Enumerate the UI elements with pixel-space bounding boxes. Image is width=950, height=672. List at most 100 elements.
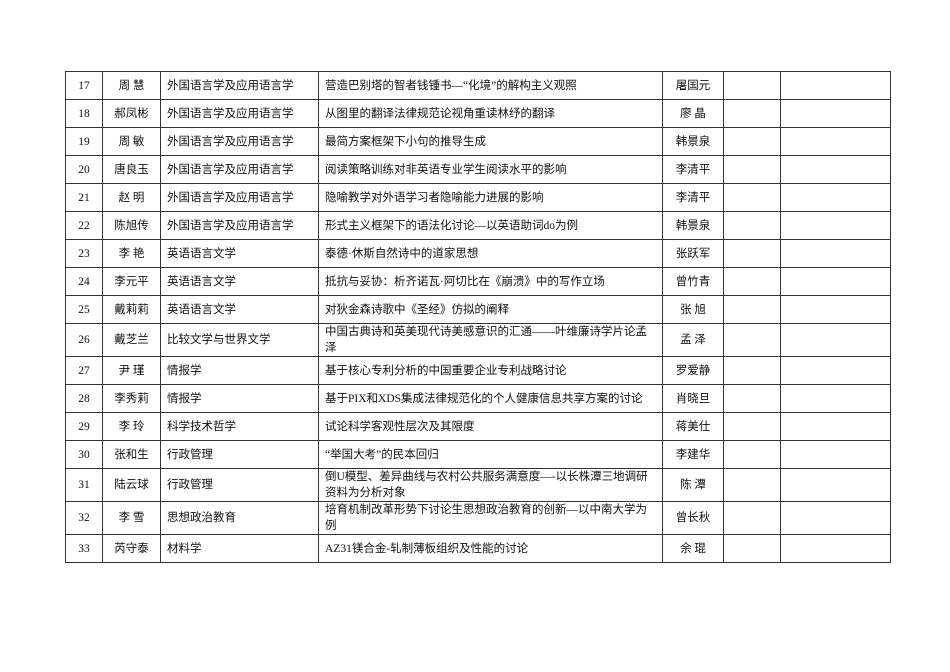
table-row: 21 赵 明外国语言学及应用语言学 隐喻教学对外语学习者隐喻能力进展的影响 李清平 (65, 183, 891, 212)
empty-cell (723, 501, 781, 535)
thesis-title: 倒U模型、差异曲线与农村公共服务满意度—-以长株潭三地调研资料为分析对象 (318, 468, 663, 502)
thesis-title: 抵抗与妥协：析齐诺瓦·阿切比在《崩溃》中的写作立场 (318, 267, 663, 296)
empty-cell (780, 356, 891, 385)
student-name: 唐良玉 (102, 155, 161, 184)
empty-cell (723, 323, 781, 357)
major: 思想政治教育 (160, 501, 319, 535)
table-row: 27 尹 瑾情报学 基于核心专利分析的中国重要企业专利战略讨论 罗爱静 (65, 356, 891, 385)
major: 比较文学与世界文学 (160, 323, 319, 357)
empty-cell (723, 99, 781, 128)
empty-cell (780, 323, 891, 357)
student-name: 李元平 (102, 267, 161, 296)
advisor: 肖晓旦 (662, 384, 724, 413)
student-name: 尹 瑾 (102, 356, 161, 385)
empty-cell (780, 501, 891, 535)
table-row: 32 李 雪思想政治教育 培育机制改革形势下讨论生思想政治教育的创新—以中南大学为例… (65, 501, 891, 535)
empty-cell (723, 71, 781, 100)
student-name: 周 敏 (102, 127, 161, 156)
thesis-title: 中国古典诗和英美现代诗美感意识的汇通——叶维廉诗学片论孟泽 (318, 323, 663, 357)
table-row: 28 李秀莉 情报学 基于PIX和XDS集成法律规范化的个人健康信息共享方案的讨论 肖晓… (65, 384, 891, 413)
row-number: 31 (65, 468, 103, 502)
row-number: 22 (65, 211, 103, 240)
empty-cell (780, 211, 891, 240)
student-name: 戴芝兰 (102, 323, 161, 357)
thesis-title: “举国大考”的民本回归 (318, 440, 663, 469)
empty-cell (780, 127, 891, 156)
major: 外国语言学及应用语言学 (160, 155, 319, 184)
student-name: 戴莉莉 (102, 295, 161, 324)
empty-cell (723, 440, 781, 469)
advisor: 蒋美仕 (662, 412, 724, 441)
table-row: 19 周 敏外国语言学及应用语言学 最简方案框架下小句的推导生成 韩景泉 (65, 127, 891, 156)
empty-cell (780, 295, 891, 324)
empty-cell (723, 356, 781, 385)
empty-cell (780, 99, 891, 128)
table-row: 30 张和生 行政管理 “举国大考”的民本回归 李建华 (65, 440, 891, 469)
empty-cell (780, 468, 891, 502)
major: 英语语言文学 (160, 295, 319, 324)
table-row: 24 李元平 英语语言文学 抵抗与妥协：析齐诺瓦·阿切比在《崩溃》中的写作立场 曾竹青 (65, 267, 891, 296)
row-number: 26 (65, 323, 103, 357)
major: 外国语言学及应用语言学 (160, 183, 319, 212)
table-row: 23 李 艳英语语言文学 泰德·休斯自然诗中的道家思想 张跃军 (65, 239, 891, 268)
table-row: 18 郝凤彬 外国语言学及应用语言学 从图里的翻译法律规范论视角重读林纾的翻译廖 晶 (65, 99, 891, 128)
advisor: 李清平 (662, 155, 724, 184)
student-name: 李 玲 (102, 412, 161, 441)
empty-cell (723, 534, 781, 563)
empty-cell (723, 155, 781, 184)
student-name: 李 艳 (102, 239, 161, 268)
thesis-title: 营造巴别塔的智者钱锺书—“化境”的解构主义观照 (318, 71, 663, 100)
thesis-title: 对狄金森诗歌中《圣经》仿拟的阐释 (318, 295, 663, 324)
empty-cell (723, 384, 781, 413)
row-number: 32 (65, 501, 103, 535)
major: 英语语言文学 (160, 267, 319, 296)
advisor: 曾长秋 (662, 501, 724, 535)
advisor: 余 琨 (662, 534, 724, 563)
empty-cell (780, 183, 891, 212)
empty-cell (780, 155, 891, 184)
empty-cell (780, 267, 891, 296)
row-number: 27 (65, 356, 103, 385)
row-number: 28 (65, 384, 103, 413)
major: 外国语言学及应用语言学 (160, 99, 319, 128)
row-number: 23 (65, 239, 103, 268)
empty-cell (723, 267, 781, 296)
major: 外国语言学及应用语言学 (160, 211, 319, 240)
empty-cell (723, 239, 781, 268)
table-row: 31 陆云球 行政管理 倒U模型、差异曲线与农村公共服务满意度—-以长株潭三地调研资料… (65, 468, 891, 502)
major: 情报学 (160, 384, 319, 413)
thesis-title: 试论科学客观性层次及其限度 (318, 412, 663, 441)
major: 科学技术哲学 (160, 412, 319, 441)
thesis-title: 阅读策略训练对非英语专业学生阅读水平的影响 (318, 155, 663, 184)
row-number: 19 (65, 127, 103, 156)
major: 情报学 (160, 356, 319, 385)
advisor: 陈 潭 (662, 468, 724, 502)
empty-cell (780, 412, 891, 441)
thesis-title: 从图里的翻译法律规范论视角重读林纾的翻译 (318, 99, 663, 128)
advisor: 李建华 (662, 440, 724, 469)
table-row: 33 芮守泰 材料学 AZ31镁合金-轧制薄板组织及性能的讨论余 琨 (65, 534, 891, 563)
row-number: 25 (65, 295, 103, 324)
row-number: 30 (65, 440, 103, 469)
table-row: 17 周 慧外国语言学及应用语言学 营造巴别塔的智者钱锺书—“化境”的解构主义观照屠… (65, 71, 891, 100)
thesis-title: 隐喻教学对外语学习者隐喻能力进展的影响 (318, 183, 663, 212)
row-number: 29 (65, 412, 103, 441)
row-number: 18 (65, 99, 103, 128)
major: 外国语言学及应用语言学 (160, 71, 319, 100)
table-row: 26 戴芝兰 比较文学与世界文学 中国古典诗和英美现代诗美感意识的汇通——叶维廉诗学片… (65, 323, 891, 357)
student-name: 陆云球 (102, 468, 161, 502)
thesis-title: 基于PIX和XDS集成法律规范化的个人健康信息共享方案的讨论 (318, 384, 663, 413)
student-name: 周 慧 (102, 71, 161, 100)
empty-cell (780, 534, 891, 563)
student-name: 郝凤彬 (102, 99, 161, 128)
major: 行政管理 (160, 440, 319, 469)
student-name: 陈旭传 (102, 211, 161, 240)
empty-cell (780, 239, 891, 268)
row-number: 24 (65, 267, 103, 296)
advisor: 李清平 (662, 183, 724, 212)
empty-cell (723, 295, 781, 324)
row-number: 21 (65, 183, 103, 212)
thesis-title: AZ31镁合金-轧制薄板组织及性能的讨论 (318, 534, 663, 563)
student-name: 张和生 (102, 440, 161, 469)
